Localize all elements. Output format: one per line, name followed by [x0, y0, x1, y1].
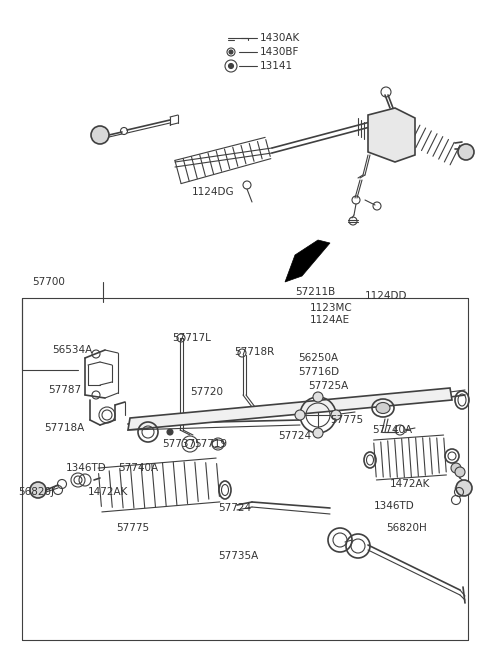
Text: 56820H: 56820H — [386, 523, 427, 533]
Text: 57717L: 57717L — [172, 333, 211, 343]
Circle shape — [228, 64, 233, 69]
Text: 1346TD: 1346TD — [374, 501, 415, 511]
Circle shape — [313, 392, 323, 402]
Text: 1430BF: 1430BF — [260, 47, 300, 57]
Text: 57724: 57724 — [218, 503, 251, 513]
Circle shape — [455, 467, 465, 477]
Circle shape — [229, 50, 233, 54]
Text: 57700: 57700 — [32, 277, 65, 287]
Circle shape — [458, 144, 474, 160]
Text: 57718R: 57718R — [234, 347, 274, 357]
Polygon shape — [368, 108, 415, 162]
Text: 1346TD: 1346TD — [66, 463, 107, 473]
Text: 1123MC: 1123MC — [310, 303, 353, 313]
Text: 57740A: 57740A — [372, 425, 412, 435]
Text: 57787: 57787 — [48, 385, 81, 395]
Circle shape — [456, 480, 472, 496]
Circle shape — [91, 126, 109, 144]
Circle shape — [313, 428, 323, 438]
Text: 57720: 57720 — [190, 387, 223, 397]
Text: 57775: 57775 — [116, 523, 149, 533]
Text: 56250A: 56250A — [298, 353, 338, 363]
Text: 56820J: 56820J — [18, 487, 54, 497]
Circle shape — [30, 482, 46, 498]
Text: 57725A: 57725A — [308, 381, 348, 391]
Ellipse shape — [376, 402, 390, 413]
Text: 1430AK: 1430AK — [260, 33, 300, 43]
Text: 57724: 57724 — [278, 431, 311, 441]
Text: 57718A: 57718A — [44, 423, 84, 433]
Text: 57211B: 57211B — [295, 287, 335, 297]
Text: 1124DG: 1124DG — [192, 187, 235, 197]
Text: 57740A: 57740A — [118, 463, 158, 473]
Text: 1124AE: 1124AE — [310, 315, 350, 325]
Text: 57735A: 57735A — [218, 551, 258, 561]
Text: 57775: 57775 — [330, 415, 363, 425]
Text: 56534A: 56534A — [52, 345, 92, 355]
Text: 13141: 13141 — [260, 61, 293, 71]
Text: 1472AK: 1472AK — [390, 479, 431, 489]
Text: 1124DD: 1124DD — [365, 291, 408, 301]
Circle shape — [331, 410, 341, 420]
Polygon shape — [285, 240, 330, 282]
Circle shape — [167, 429, 173, 435]
Polygon shape — [128, 388, 452, 430]
Text: 57719: 57719 — [194, 439, 227, 449]
Text: 57737: 57737 — [162, 439, 195, 449]
Text: 57716D: 57716D — [298, 367, 339, 377]
Text: 1472AK: 1472AK — [88, 487, 128, 497]
Circle shape — [295, 410, 305, 420]
Circle shape — [451, 463, 461, 473]
